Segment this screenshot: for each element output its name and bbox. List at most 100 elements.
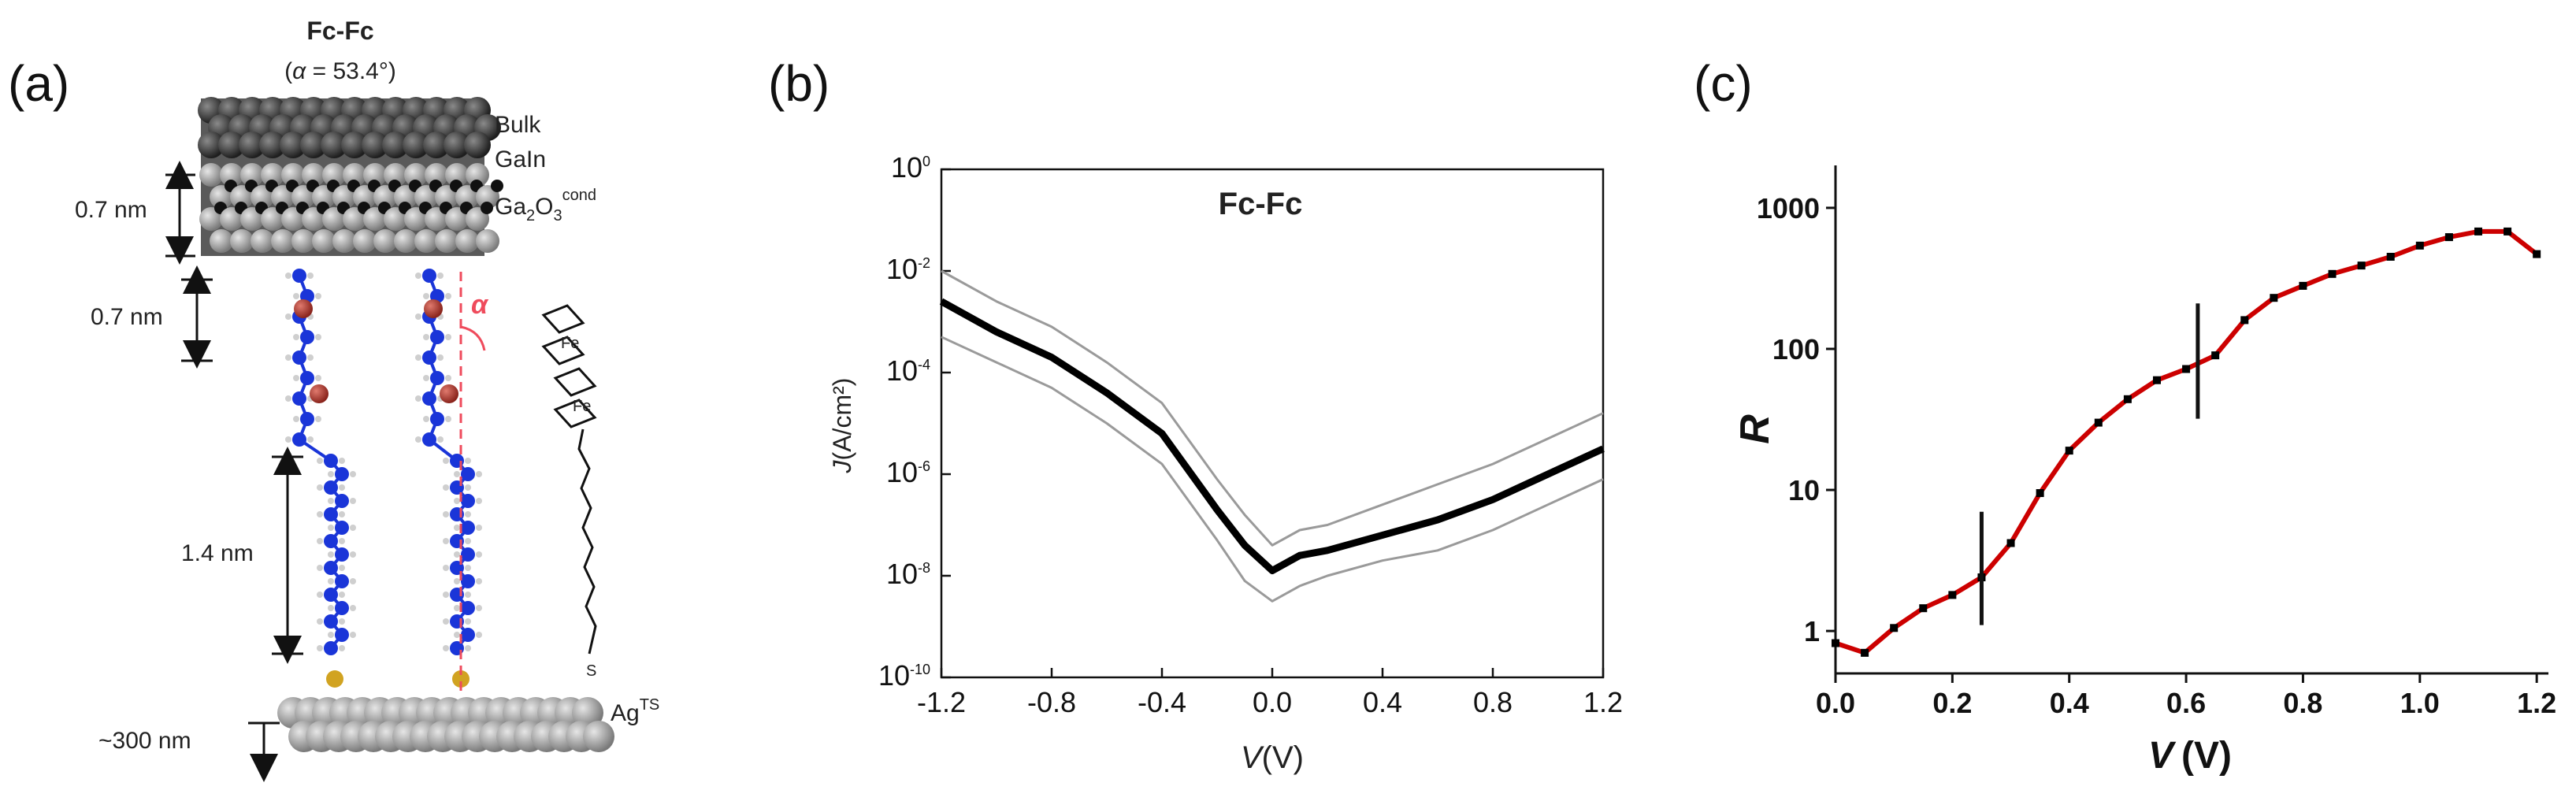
data-point — [2182, 365, 2191, 373]
bulk-atom — [218, 132, 245, 158]
carbon-atom — [422, 350, 436, 365]
series-mean — [939, 298, 1605, 574]
dimension-label-substrate: ~300 nm — [98, 728, 191, 754]
carbon-atom — [300, 371, 314, 385]
y-tick-label: 1 — [1804, 615, 1820, 647]
hydrogen-atom — [328, 605, 334, 611]
hydrogen-atom — [339, 484, 345, 491]
hydrogen-atom — [293, 334, 299, 340]
data-point — [2328, 269, 2337, 278]
panel-label-c: (c) — [1694, 55, 1753, 112]
iron-atom — [294, 299, 313, 318]
hydrogen-atom — [423, 416, 429, 422]
data-point — [2211, 351, 2220, 360]
bulk-atom — [403, 132, 429, 158]
bulk-atom — [239, 132, 265, 158]
oxide-atom — [199, 163, 223, 187]
carbon-atom — [300, 330, 314, 344]
data-point — [2270, 294, 2278, 302]
y-tick-label: 10-6 — [886, 456, 930, 488]
hydrogen-atom — [307, 273, 314, 279]
x-tick-label: 0.4 — [2050, 687, 2089, 719]
hydrogen-atom — [328, 632, 334, 638]
hydrogen-atom — [339, 645, 345, 651]
hydrogen-atom — [445, 334, 451, 340]
hydrogen-atom — [285, 354, 291, 361]
carbon-atom — [324, 534, 338, 548]
substrate-atom — [583, 721, 614, 752]
hydrogen-atom — [317, 565, 323, 571]
y-tick-label: 1000 — [1757, 192, 1820, 224]
oxide-atom — [404, 163, 428, 187]
data-point — [2357, 261, 2366, 270]
oxide-atom — [302, 163, 325, 187]
oxide-atom — [261, 163, 284, 187]
oxide-atom — [343, 163, 366, 187]
panel-b: (b) Fc-Fc -1.2 -0.8 -0.4 0.0 0.4 0.8 1.2 100 10-… — [768, 55, 1623, 775]
x-tick-label: 1.2 — [2517, 687, 2556, 719]
bulk-atom — [280, 132, 306, 158]
y-tick-label: 10-4 — [886, 354, 930, 387]
hydrogen-atom — [437, 436, 444, 443]
x-tick-label: 0.6 — [2166, 687, 2206, 719]
oxide-atom — [281, 163, 305, 187]
bulk-sphere-layer — [198, 97, 501, 158]
carbon-atom — [324, 561, 338, 575]
data-point — [1948, 591, 1957, 599]
hydrogen-atom — [350, 551, 356, 558]
hydrogen-atom — [443, 484, 449, 491]
data-point — [2240, 316, 2249, 325]
carbon-atom — [461, 547, 475, 562]
oxide-atom — [435, 229, 458, 253]
molecule — [285, 269, 356, 688]
series-upper — [941, 269, 1604, 547]
hydrogen-atom — [443, 538, 449, 544]
hydrogen-atom — [465, 645, 471, 651]
y-tick-label: 10-8 — [886, 558, 930, 590]
carbon-atom — [324, 588, 338, 602]
bulk-atom — [362, 132, 388, 158]
hydrogen-atom — [465, 592, 471, 598]
hydrogen-atom — [454, 471, 460, 477]
hydrogen-atom — [328, 498, 334, 504]
hydrogen-atom — [454, 551, 460, 558]
data-point — [2065, 447, 2073, 455]
data-point — [2006, 539, 2015, 547]
oxide-sphere-layer — [199, 163, 503, 253]
carbon-atom — [422, 391, 436, 406]
oxide-atom — [312, 229, 336, 253]
electrode-top — [198, 97, 503, 256]
hydrogen-atom — [285, 273, 291, 279]
electrode-label: AgTS — [611, 696, 659, 726]
x-tick-label: 0.2 — [1932, 687, 1972, 719]
hydrogen-atom — [293, 416, 299, 422]
carbon-atom — [292, 432, 306, 447]
hydrogen-atom — [454, 525, 460, 531]
oxide-atom — [384, 163, 407, 187]
x-tick-label: -0.8 — [1027, 686, 1076, 718]
bulk-atom — [341, 132, 368, 158]
oxide-atom — [425, 163, 448, 187]
hydrogen-atom — [415, 354, 421, 361]
substrate-atom — [572, 697, 603, 729]
oxide-atom — [445, 163, 469, 187]
hydrogen-atom — [454, 498, 460, 504]
oxide-atom — [210, 229, 233, 253]
oxide-oxygen — [491, 180, 503, 192]
carbon-atom — [430, 330, 444, 344]
carbon-atom — [324, 454, 338, 468]
iron-atom — [424, 299, 443, 318]
schematic-title: Fc-Fc — [306, 17, 373, 45]
chart-title-b: Fc-Fc — [1219, 187, 1303, 221]
oxide-atom — [414, 229, 438, 253]
carbon-atom — [335, 521, 349, 535]
oxide-atom — [230, 229, 254, 253]
hydrogen-atom — [285, 395, 291, 402]
carbon-atom — [461, 494, 475, 508]
iron-atom — [440, 384, 458, 403]
carbon-atom — [335, 601, 349, 615]
data-point — [2299, 281, 2307, 290]
bulk-atom — [464, 132, 491, 158]
hydrogen-atom — [339, 592, 345, 598]
